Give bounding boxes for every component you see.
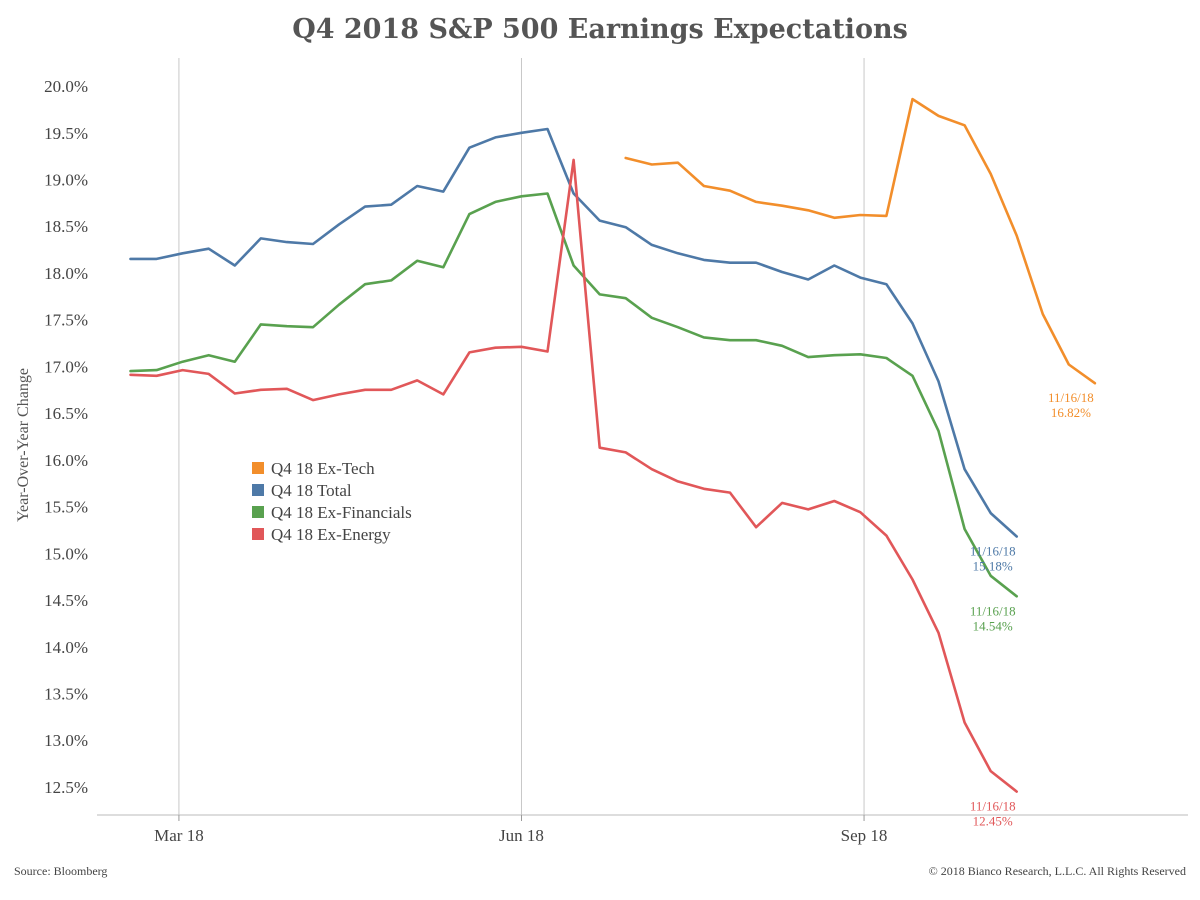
- chart-title: Q4 2018 S&P 500 Earnings Expectations: [292, 14, 908, 45]
- y-tick-label: 13.0%: [44, 731, 88, 750]
- series-line-1: [624, 97, 1097, 385]
- series-line-2: [129, 127, 1019, 538]
- y-tick-label: 18.0%: [44, 264, 88, 283]
- end-value-label: 16.82%: [1051, 405, 1091, 420]
- series-lines: [129, 97, 1097, 793]
- end-labels: 11/16/1816.82%11/16/1815.18%11/16/1814.5…: [970, 390, 1094, 828]
- legend-label: Q4 18 Total: [271, 481, 352, 500]
- legend-label: Q4 18 Ex-Financials: [271, 503, 412, 522]
- y-tick-label: 17.5%: [44, 311, 88, 330]
- legend-swatch: [252, 484, 264, 496]
- y-tick-label: 17.0%: [44, 357, 88, 376]
- y-tick-label: 14.0%: [44, 638, 88, 657]
- end-date-label: 11/16/18: [1048, 390, 1094, 405]
- legend-swatch: [252, 462, 264, 474]
- legend-label: Q4 18 Ex-Energy: [271, 525, 391, 544]
- y-tick-label: 18.5%: [44, 217, 88, 236]
- end-date-label: 11/16/18: [970, 603, 1016, 618]
- y-tick-label: 15.5%: [44, 498, 88, 517]
- gridlines: [178, 58, 865, 815]
- series-line-3: [129, 192, 1019, 598]
- legend-label: Q4 18 Ex-Tech: [271, 459, 375, 478]
- y-tick-label: 14.5%: [44, 591, 88, 610]
- legend-swatch: [252, 506, 264, 518]
- legend-swatch: [252, 528, 264, 540]
- end-value-label: 12.45%: [973, 814, 1013, 829]
- end-value-label: 15.18%: [973, 558, 1013, 573]
- legend: Q4 18 Ex-Tech Q4 18 Total Q4 18 Ex-Financi…: [252, 459, 412, 544]
- x-tick-label: Jun 18: [499, 826, 544, 845]
- y-tick-label: 15.0%: [44, 544, 88, 563]
- x-axis-ticks: Mar 18 Jun 18 Sep 18: [154, 815, 887, 845]
- source-note: Source: Bloomberg: [14, 864, 108, 878]
- y-tick-label: 13.5%: [44, 685, 88, 704]
- end-date-label: 11/16/18: [970, 799, 1016, 814]
- copyright-note: © 2018 Bianco Research, L.L.C. All Right…: [928, 864, 1186, 878]
- end-value-label: 14.54%: [973, 618, 1013, 633]
- y-tick-label: 16.0%: [44, 451, 88, 470]
- series-line-4: [129, 158, 1019, 793]
- y-tick-label: 19.5%: [44, 124, 88, 143]
- y-tick-label: 16.5%: [44, 404, 88, 423]
- y-tick-label: 12.5%: [44, 778, 88, 797]
- y-axis-ticks: 12.5% 13.0% 13.5% 14.0% 14.5% 15.0% 15.5% 16.0%…: [44, 77, 88, 797]
- end-date-label: 11/16/18: [970, 543, 1016, 558]
- y-tick-label: 20.0%: [44, 77, 88, 96]
- y-tick-label: 19.0%: [44, 170, 88, 189]
- x-tick-label: Mar 18: [154, 826, 204, 845]
- x-tick-label: Sep 18: [841, 826, 888, 845]
